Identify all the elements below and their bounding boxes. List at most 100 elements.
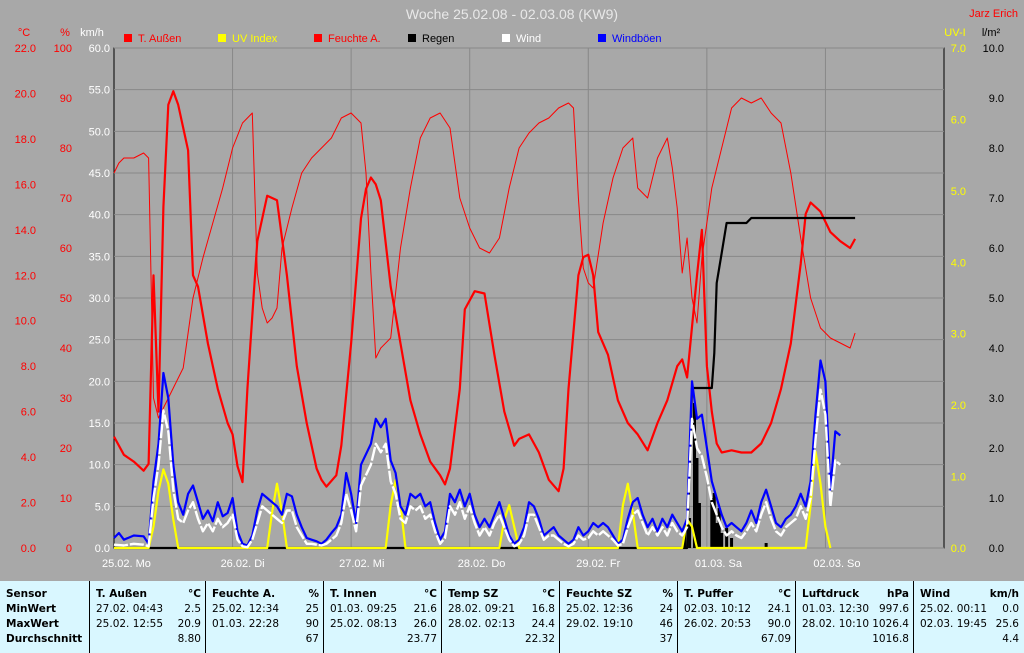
legend-swatch xyxy=(124,34,132,42)
x-tick-label: 27.02. Mi xyxy=(339,558,384,570)
stats-max-time: 26.02. 20:53 xyxy=(684,618,751,630)
rain-bar xyxy=(764,543,768,548)
wind-tick: 10.0 xyxy=(89,460,110,472)
stats-row-label: Durchschnitt xyxy=(6,633,83,645)
uv-unit: UV-I xyxy=(944,27,965,39)
humidity-tick: 100 xyxy=(54,43,72,55)
uv-tick: 0.0 xyxy=(951,543,966,555)
stats-min-value: 21.6 xyxy=(413,603,437,615)
stats-min-time: 02.03. 10:12 xyxy=(684,603,751,615)
humidity-tick: 20 xyxy=(60,443,72,455)
stats-max-time: 28.02. 10:10 xyxy=(802,618,869,630)
statistics-table: Sensor MinWert MaxWert Durchschnitt T. Außen… xyxy=(0,581,1024,653)
stats-max-value: 25.6 xyxy=(995,618,1019,630)
humidity-tick: 50 xyxy=(60,293,72,305)
temp-tick: 14.0 xyxy=(15,225,36,237)
legend-label: Wind xyxy=(516,33,541,45)
stats-header: Sensor xyxy=(6,588,47,600)
rain-bar xyxy=(715,523,719,548)
wind-tick: 15.0 xyxy=(89,418,110,430)
stats-avg-value: 67.09 xyxy=(760,633,791,645)
legend-swatch xyxy=(598,34,606,42)
wind-tick: 60.0 xyxy=(89,43,110,55)
stats-header: T. Innen xyxy=(330,588,377,600)
stats-header: Wind xyxy=(920,588,951,600)
stats-avg-value: 23.77 xyxy=(406,633,437,645)
wind-tick: 20.0 xyxy=(89,376,110,388)
x-tick-label: 26.02. Di xyxy=(221,558,265,570)
stats-unit: % xyxy=(308,588,319,600)
temp-tick: 16.0 xyxy=(15,179,36,191)
wind-unit: km/h xyxy=(80,27,104,39)
uv-tick: 2.0 xyxy=(951,400,966,412)
wind-tick: 30.0 xyxy=(89,293,110,305)
legend-swatch xyxy=(502,34,510,42)
weather-chart: Woche 25.02.08 - 02.03.08 (KW9) Jarz Eric… xyxy=(15,6,1018,570)
humidity-unit: % xyxy=(60,27,70,39)
stats-max-value: 90 xyxy=(305,618,319,630)
rain-bar xyxy=(710,498,714,548)
temp-tick: 4.0 xyxy=(21,452,36,464)
chart-title: Woche 25.02.08 - 02.03.08 (KW9) xyxy=(406,6,618,22)
uv-tick: 6.0 xyxy=(951,114,966,126)
series-feuchte-a-line xyxy=(113,97,856,419)
wind-tick: 5.0 xyxy=(95,501,110,513)
rain-tick: 3.0 xyxy=(989,393,1004,405)
stats-unit: hPa xyxy=(887,588,909,600)
legend-swatch xyxy=(218,34,226,42)
stats-column: Temp SZ °C 28.02. 09:21 16.8 28.02. 02:13 24.… xyxy=(442,581,560,653)
stats-header: Luftdruck xyxy=(802,588,860,600)
author-label: Jarz Erich xyxy=(969,8,1018,20)
stats-avg-value: 22.32 xyxy=(524,633,555,645)
humidity-tick: 60 xyxy=(60,243,72,255)
wind-tick: 0.0 xyxy=(95,543,110,555)
legend-swatch xyxy=(408,34,416,42)
stats-min-time: 01.03. 09:25 xyxy=(330,603,397,615)
x-tick-label: 01.03. Sa xyxy=(695,558,743,570)
stats-unit: % xyxy=(662,588,673,600)
rain-tick: 8.0 xyxy=(989,143,1004,155)
stats-max-value: 1026.4 xyxy=(872,618,909,630)
stats-column: Luftdruck hPa 01.03. 12:30 997.6 28.02. 10:1… xyxy=(796,581,914,653)
temp-tick: 2.0 xyxy=(21,498,36,510)
stats-max-time: 25.02. 08:13 xyxy=(330,618,397,630)
legend-label: T. Außen xyxy=(138,33,181,45)
humidity-tick: 10 xyxy=(60,493,72,505)
rain-tick: 5.0 xyxy=(989,293,1004,305)
temp-tick: 12.0 xyxy=(15,270,36,282)
wind-tick: 45.0 xyxy=(89,168,110,180)
x-tick-label: 29.02. Fr xyxy=(576,558,620,570)
stats-max-time: 29.02. 19:10 xyxy=(566,618,633,630)
temp-tick: 8.0 xyxy=(21,361,36,373)
stats-header: T. Puffer xyxy=(684,588,734,600)
uv-tick: 1.0 xyxy=(951,472,966,484)
x-tick-label: 02.03. So xyxy=(813,558,860,570)
stats-column: T. Außen °C 27.02. 04:43 2.5 25.02. 12:55 20.… xyxy=(90,581,206,653)
stats-min-value: 24.1 xyxy=(767,603,791,615)
humidity-tick: 90 xyxy=(60,93,72,105)
rain-bar xyxy=(695,458,699,548)
stats-min-value: 997.6 xyxy=(878,603,909,615)
stats-min-time: 25.02. 00:11 xyxy=(920,603,987,615)
temp-unit: °C xyxy=(18,27,30,39)
uv-tick: 3.0 xyxy=(951,329,966,341)
wind-tick: 55.0 xyxy=(89,85,110,97)
stats-max-value: 46 xyxy=(659,618,673,630)
legend-label: Windböen xyxy=(612,33,662,45)
stats-max-time: 28.02. 02:13 xyxy=(448,618,515,630)
stats-min-value: 2.5 xyxy=(184,603,201,615)
stats-column: T. Puffer °C 02.03. 10:12 24.1 26.02. 20:53 9… xyxy=(678,581,796,653)
stats-row-label: MaxWert xyxy=(6,618,59,630)
stats-avg-value: 4.4 xyxy=(1002,633,1019,645)
stats-unit: °C xyxy=(542,588,555,600)
rain-tick: 7.0 xyxy=(989,193,1004,205)
stats-header: T. Außen xyxy=(96,588,147,600)
stats-max-value: 24.4 xyxy=(531,618,555,630)
uv-tick: 4.0 xyxy=(951,257,966,269)
rain-bar xyxy=(697,503,701,548)
uv-tick: 5.0 xyxy=(951,186,966,198)
rain-tick: 10.0 xyxy=(983,43,1004,55)
stats-column: T. Innen °C 01.03. 09:25 21.6 25.02. 08:13 26… xyxy=(324,581,442,653)
rain-bar xyxy=(712,493,716,548)
wind-tick: 50.0 xyxy=(89,126,110,138)
